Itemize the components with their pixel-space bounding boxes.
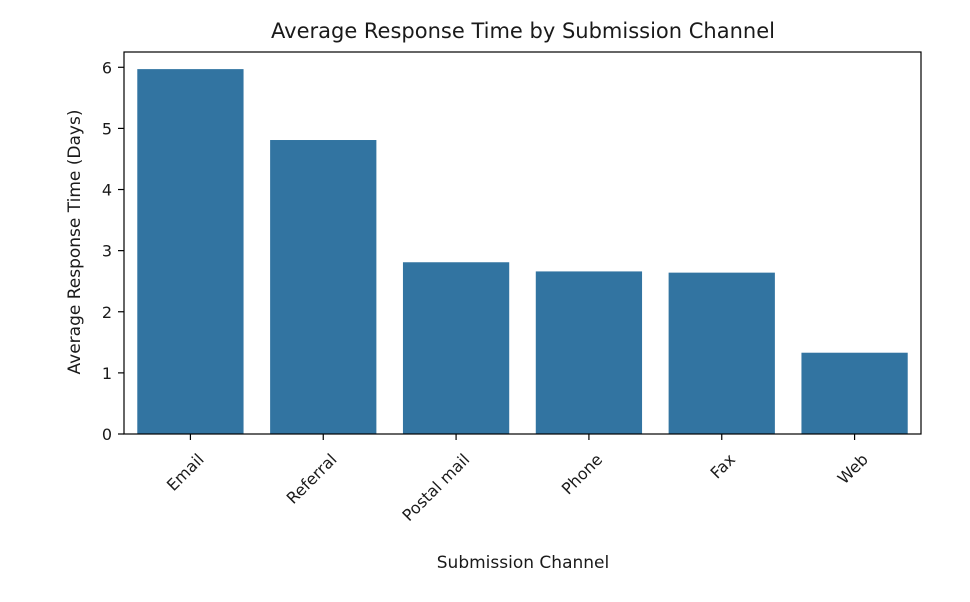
y-tick-label: 1 [102,364,112,383]
x-tick-label: Phone [558,450,606,498]
y-tick-label: 3 [102,242,112,261]
plot-frame [123,51,922,435]
bar-fax [668,272,775,434]
bar-web [801,352,908,434]
bar-postal-mail [402,262,510,434]
bars-group [137,69,908,435]
x-tick-label: Web [834,450,872,488]
x-axis: Email Referral Postal mail Phone Fax Web [163,434,872,525]
x-tick-label: Referral [283,450,341,508]
x-tick-label: Email [163,450,208,495]
y-tick-label: 5 [102,119,112,138]
y-tick-label: 4 [102,181,112,200]
y-tick-label: 6 [102,58,112,77]
y-axis: 0 1 2 3 4 5 6 [102,58,124,444]
bar-referral [270,140,377,434]
y-tick-label: 0 [102,425,112,444]
chart-title: Average Response Time by Submission Chan… [271,19,775,43]
x-axis-label: Submission Channel [437,553,609,573]
y-axis-label: Average Response Time (Days) [65,110,85,375]
y-tick-label: 2 [102,303,112,322]
x-tick-label: Postal mail [398,450,473,525]
x-tick-label: Fax [707,450,740,483]
bar-email [137,69,244,435]
bar-phone [535,271,643,434]
